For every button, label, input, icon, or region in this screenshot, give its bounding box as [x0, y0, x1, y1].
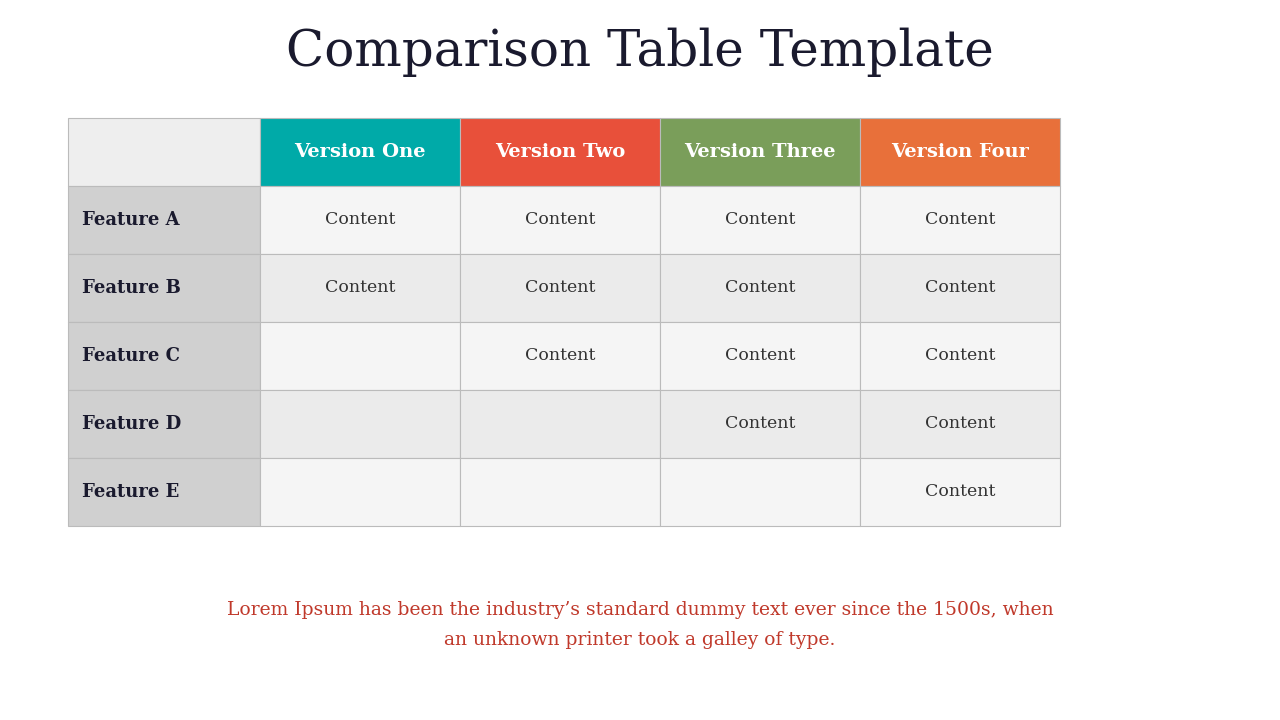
Bar [660, 322, 860, 390]
Text: Content: Content [325, 212, 396, 228]
Text: Content: Content [525, 212, 595, 228]
Bar [660, 118, 860, 186]
Bar [68, 186, 260, 254]
Bar [68, 390, 260, 458]
Text: Version One: Version One [294, 143, 426, 161]
Text: Version Two: Version Two [495, 143, 625, 161]
Text: Content: Content [525, 279, 595, 297]
Bar [68, 322, 260, 390]
Bar [460, 390, 660, 458]
Text: Version Four: Version Four [891, 143, 1029, 161]
Text: Content: Content [525, 348, 595, 364]
Bar [860, 254, 1060, 322]
Bar [660, 390, 860, 458]
Bar [860, 322, 1060, 390]
Text: Feature D: Feature D [82, 415, 182, 433]
Text: Content: Content [925, 484, 995, 500]
Bar [260, 118, 460, 186]
Bar [860, 118, 1060, 186]
Text: Lorem Ipsum has been the industry’s standard dummy text ever since the 1500s, wh: Lorem Ipsum has been the industry’s stan… [227, 601, 1053, 649]
Text: Content: Content [925, 279, 995, 297]
Text: Feature A: Feature A [82, 211, 179, 229]
Bar [460, 458, 660, 526]
Bar [460, 186, 660, 254]
Bar [260, 254, 460, 322]
Bar [860, 458, 1060, 526]
Text: Comparison Table Template: Comparison Table Template [285, 27, 995, 77]
Text: Content: Content [925, 212, 995, 228]
Text: Version Three: Version Three [685, 143, 836, 161]
Text: Content: Content [724, 415, 795, 433]
Text: Content: Content [724, 348, 795, 364]
Bar [460, 254, 660, 322]
Text: Feature E: Feature E [82, 483, 179, 501]
Bar [660, 254, 860, 322]
Bar [68, 118, 260, 186]
Bar [68, 458, 260, 526]
Bar [460, 118, 660, 186]
Bar [68, 254, 260, 322]
Bar [260, 390, 460, 458]
Bar [260, 186, 460, 254]
Bar [460, 322, 660, 390]
Bar [660, 186, 860, 254]
Bar [260, 458, 460, 526]
Text: Content: Content [724, 212, 795, 228]
Bar [860, 390, 1060, 458]
Text: Content: Content [724, 279, 795, 297]
Text: Content: Content [325, 279, 396, 297]
Text: Content: Content [925, 415, 995, 433]
Bar [260, 322, 460, 390]
Bar [660, 458, 860, 526]
Bar [860, 186, 1060, 254]
Text: Feature C: Feature C [82, 347, 180, 365]
Text: Feature B: Feature B [82, 279, 180, 297]
Text: Content: Content [925, 348, 995, 364]
